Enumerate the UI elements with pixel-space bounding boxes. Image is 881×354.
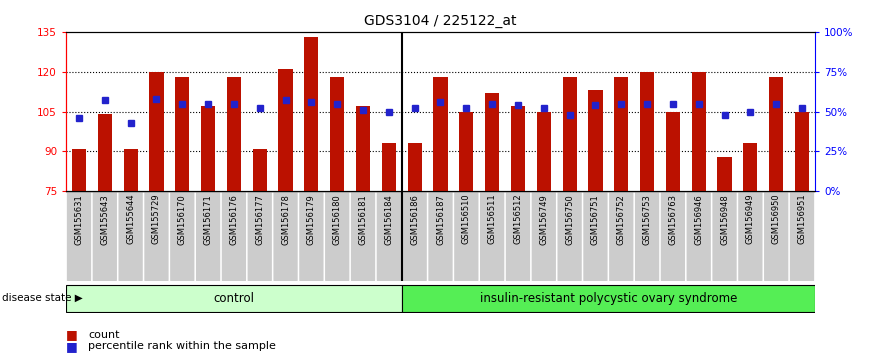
FancyBboxPatch shape — [402, 285, 815, 312]
Bar — [175, 77, 189, 191]
Bar — [150, 72, 164, 191]
Text: GSM156751: GSM156751 — [591, 194, 600, 245]
Bar — [589, 90, 603, 191]
FancyBboxPatch shape — [67, 191, 91, 281]
FancyBboxPatch shape — [144, 191, 168, 281]
Text: GSM156170: GSM156170 — [178, 194, 187, 245]
Text: percentile rank within the sample: percentile rank within the sample — [88, 341, 276, 351]
Text: GSM156187: GSM156187 — [436, 194, 445, 245]
Text: GSM156178: GSM156178 — [281, 194, 290, 245]
FancyBboxPatch shape — [325, 191, 350, 281]
Text: disease state ▶: disease state ▶ — [2, 293, 83, 303]
Text: GSM156948: GSM156948 — [720, 194, 729, 245]
Text: GSM156186: GSM156186 — [411, 194, 419, 245]
Text: GSM156510: GSM156510 — [462, 194, 470, 245]
FancyBboxPatch shape — [66, 285, 402, 312]
Text: GSM156950: GSM156950 — [772, 194, 781, 245]
Bar — [537, 112, 551, 191]
Bar — [330, 77, 344, 191]
Bar — [72, 149, 86, 191]
FancyBboxPatch shape — [738, 191, 762, 281]
FancyBboxPatch shape — [558, 191, 581, 281]
Text: GSM156177: GSM156177 — [255, 194, 264, 245]
FancyBboxPatch shape — [196, 191, 220, 281]
FancyBboxPatch shape — [403, 191, 426, 281]
Bar — [433, 77, 448, 191]
FancyBboxPatch shape — [790, 191, 814, 281]
Text: GSM156949: GSM156949 — [746, 194, 755, 245]
Text: GSM156512: GSM156512 — [514, 194, 522, 245]
FancyBboxPatch shape — [609, 191, 633, 281]
Text: GSM155631: GSM155631 — [75, 194, 84, 245]
Text: count: count — [88, 330, 120, 339]
Text: control: control — [213, 292, 255, 305]
FancyBboxPatch shape — [248, 191, 272, 281]
FancyBboxPatch shape — [764, 191, 788, 281]
FancyBboxPatch shape — [686, 191, 711, 281]
Text: GSM156179: GSM156179 — [307, 194, 316, 245]
Bar — [562, 77, 577, 191]
Bar — [459, 112, 473, 191]
Bar — [666, 112, 680, 191]
Bar — [381, 143, 396, 191]
FancyBboxPatch shape — [428, 191, 453, 281]
Text: GSM156749: GSM156749 — [539, 194, 548, 245]
FancyBboxPatch shape — [583, 191, 608, 281]
Bar — [253, 149, 267, 191]
Text: GSM156171: GSM156171 — [204, 194, 212, 245]
Bar — [640, 72, 655, 191]
Bar — [278, 69, 292, 191]
FancyBboxPatch shape — [170, 191, 195, 281]
FancyBboxPatch shape — [93, 191, 117, 281]
FancyBboxPatch shape — [300, 191, 323, 281]
Bar — [692, 72, 706, 191]
Text: ■: ■ — [66, 340, 78, 353]
Bar — [98, 114, 112, 191]
Bar — [356, 106, 370, 191]
FancyBboxPatch shape — [351, 191, 375, 281]
Bar — [485, 93, 500, 191]
Text: GSM155644: GSM155644 — [126, 194, 135, 245]
Bar — [123, 149, 137, 191]
FancyBboxPatch shape — [531, 191, 556, 281]
Text: GSM156181: GSM156181 — [359, 194, 367, 245]
Text: GSM156946: GSM156946 — [694, 194, 703, 245]
Text: GSM156511: GSM156511 — [488, 194, 497, 245]
Text: GSM155729: GSM155729 — [152, 194, 161, 245]
Text: GSM156763: GSM156763 — [669, 194, 677, 245]
FancyBboxPatch shape — [480, 191, 504, 281]
Text: GSM156951: GSM156951 — [797, 194, 806, 245]
FancyBboxPatch shape — [377, 191, 401, 281]
FancyBboxPatch shape — [455, 191, 478, 281]
Text: GSM156750: GSM156750 — [565, 194, 574, 245]
Bar — [304, 37, 319, 191]
Bar — [744, 143, 758, 191]
FancyBboxPatch shape — [222, 191, 246, 281]
Bar — [795, 112, 809, 191]
Text: ■: ■ — [66, 328, 78, 341]
Text: GSM156184: GSM156184 — [384, 194, 393, 245]
Bar — [511, 106, 525, 191]
Text: GSM156176: GSM156176 — [229, 194, 239, 245]
Text: GSM156753: GSM156753 — [642, 194, 652, 245]
Text: insulin-resistant polycystic ovary syndrome: insulin-resistant polycystic ovary syndr… — [479, 292, 737, 305]
FancyBboxPatch shape — [273, 191, 298, 281]
FancyBboxPatch shape — [713, 191, 737, 281]
FancyBboxPatch shape — [661, 191, 685, 281]
Bar — [201, 106, 215, 191]
Text: GSM156180: GSM156180 — [333, 194, 342, 245]
FancyBboxPatch shape — [635, 191, 659, 281]
Bar — [769, 77, 783, 191]
Bar — [408, 143, 422, 191]
Text: GDS3104 / 225122_at: GDS3104 / 225122_at — [364, 14, 517, 28]
Bar — [717, 156, 731, 191]
Text: GSM156752: GSM156752 — [617, 194, 626, 245]
FancyBboxPatch shape — [506, 191, 530, 281]
FancyBboxPatch shape — [118, 191, 143, 281]
Bar — [614, 77, 628, 191]
Bar — [226, 77, 241, 191]
Text: GSM155643: GSM155643 — [100, 194, 109, 245]
